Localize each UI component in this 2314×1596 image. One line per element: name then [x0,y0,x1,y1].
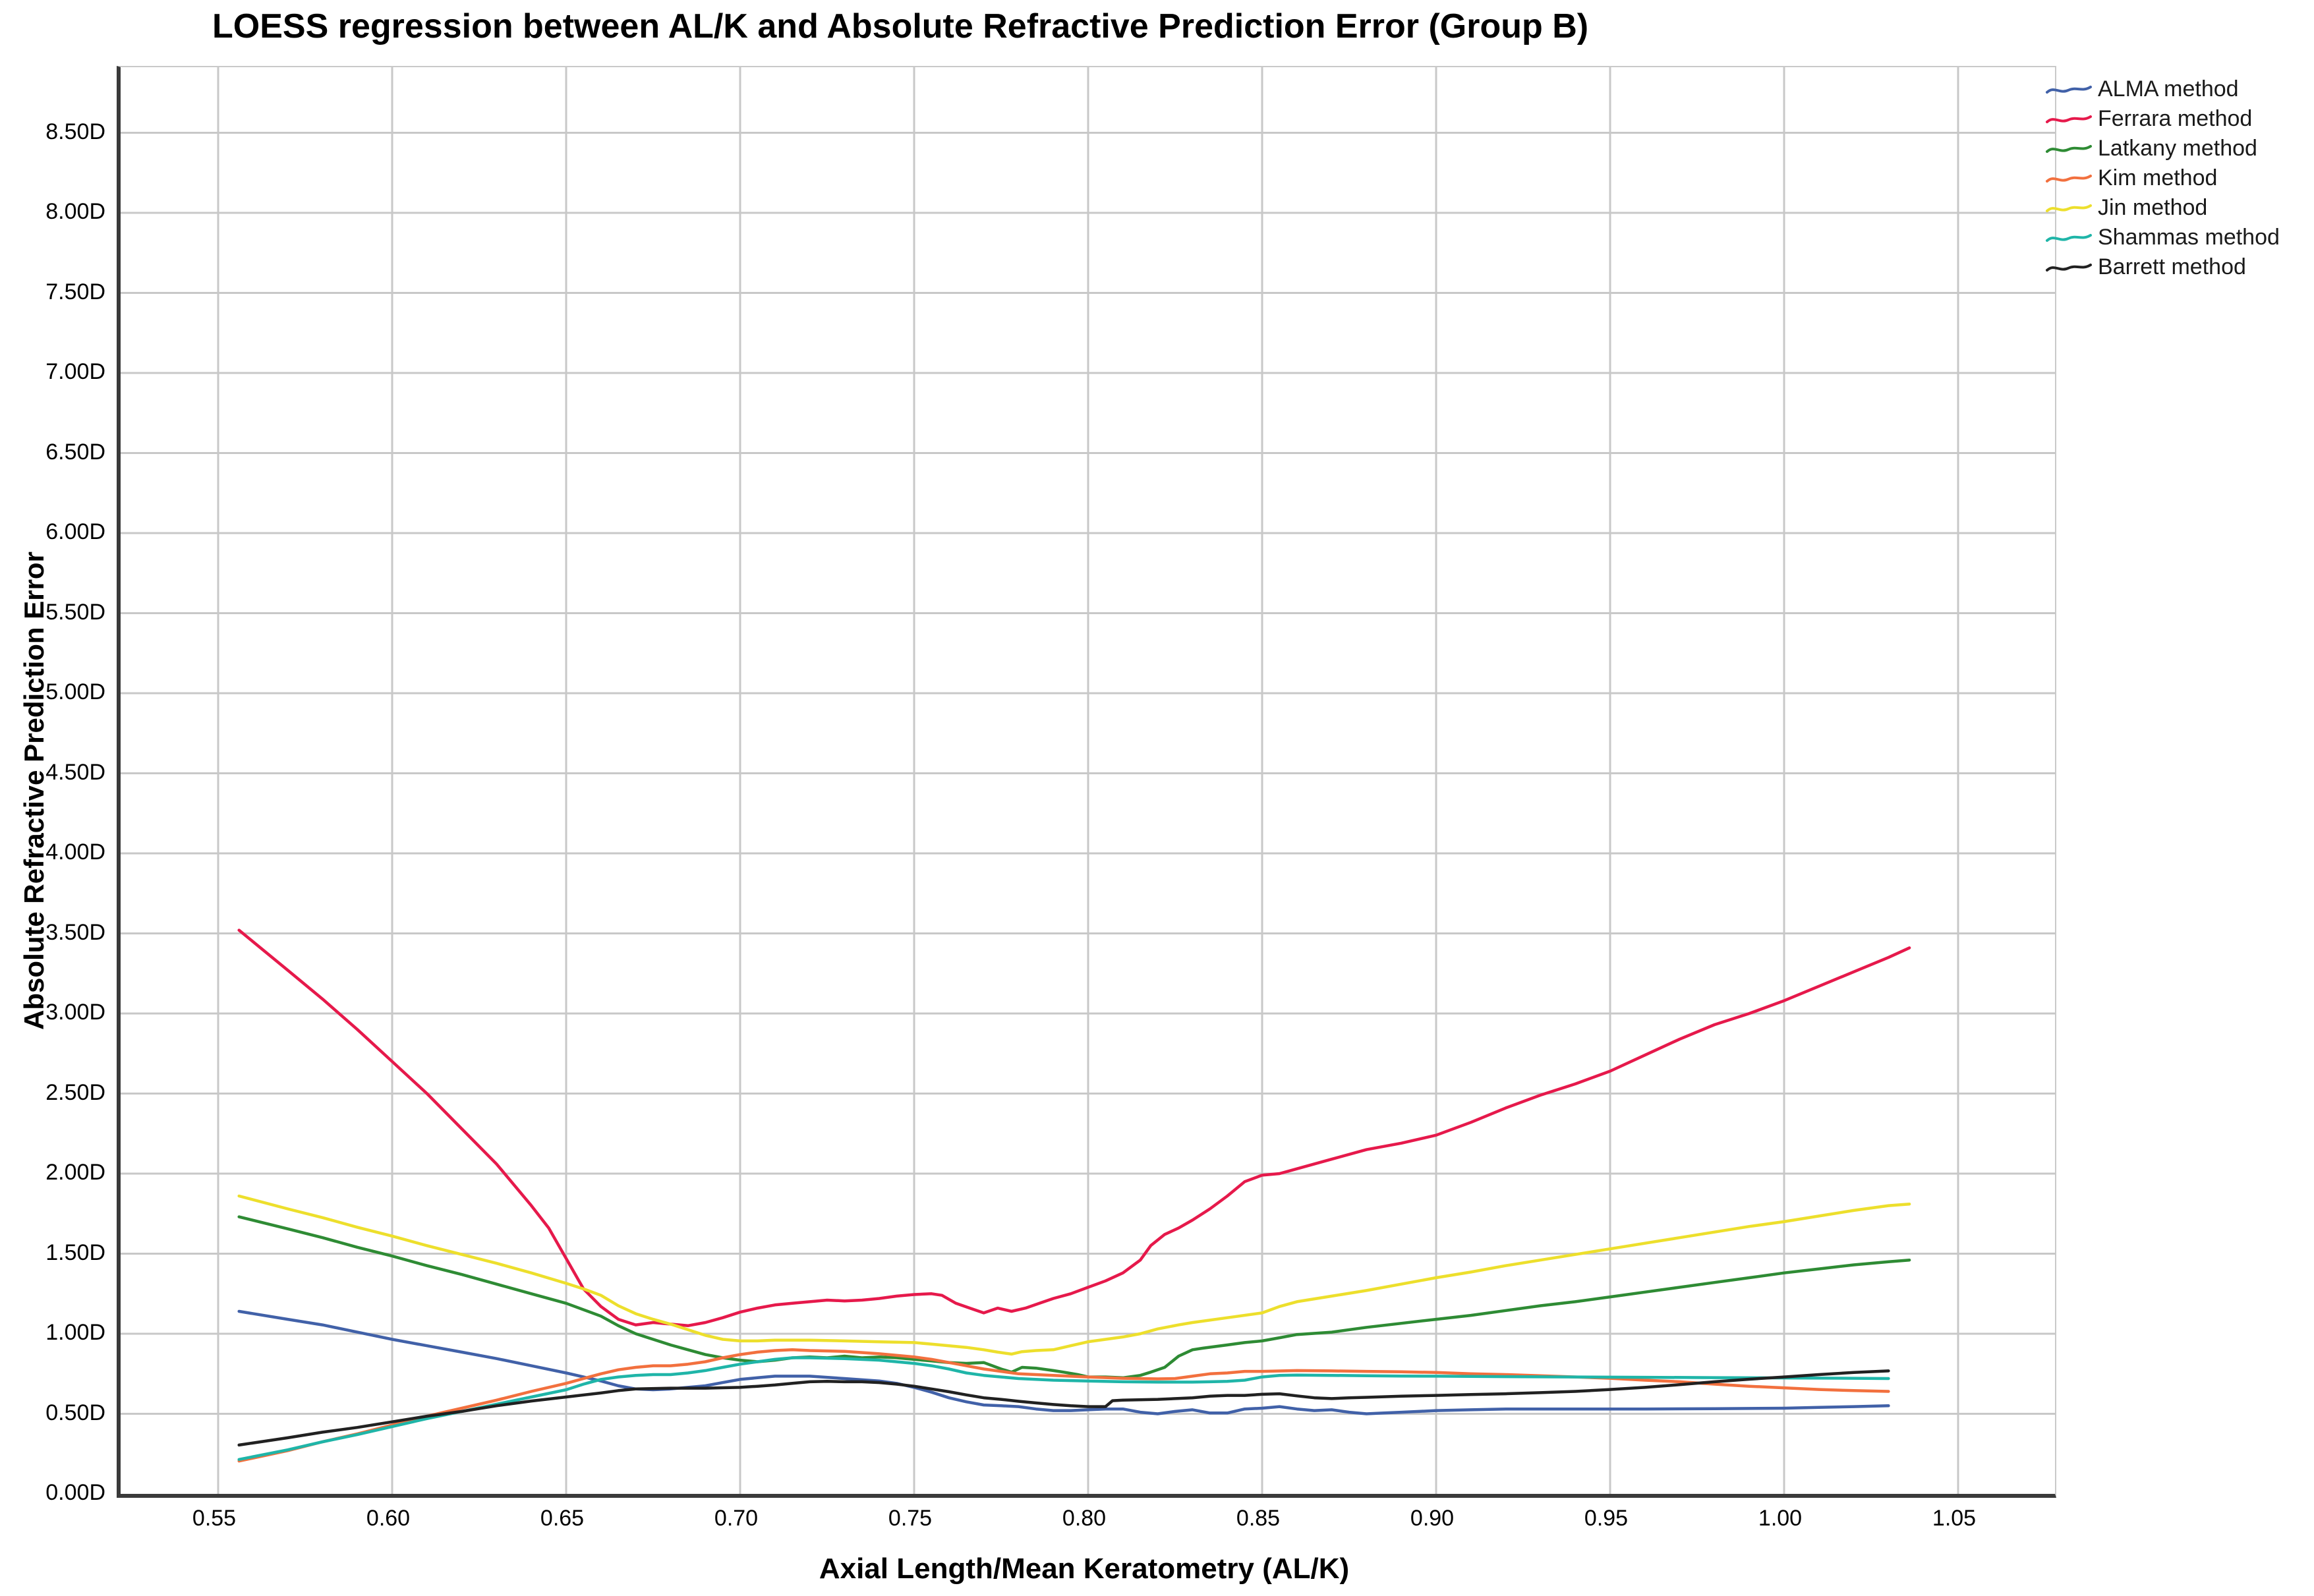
loess-curves-plot [121,67,2055,1494]
legend-label: Ferrara method [2098,105,2253,131]
legend-line-swatch-icon [2046,144,2092,153]
legend: ALMA method Ferrara method Latkany method K… [2045,74,2280,281]
y-tick-label: 1.50D [45,1240,105,1265]
legend-label: ALMA method [2098,76,2239,101]
series-line-jin [237,1194,1911,1356]
y-tick-label: 0.00D [45,1480,105,1505]
legend-label: Shammas method [2098,224,2280,250]
legend-label: Barrett method [2098,254,2246,279]
x-tick-label: 1.00 [1758,1506,1803,1531]
plot-area [117,66,2056,1498]
y-tick-label: 8.50D [45,119,105,144]
legend-line-swatch-icon [2046,115,2092,123]
legend-item: Ferrara method [2045,103,2280,133]
x-tick-label: 0.60 [366,1506,411,1531]
y-tick-label: 4.50D [45,759,105,785]
x-tick-label: 0.95 [1584,1506,1629,1531]
x-tick-label: 0.85 [1236,1506,1281,1531]
x-tick-label: 0.65 [540,1506,585,1531]
legend-line-swatch-icon [2046,174,2092,183]
x-axis-title: Axial Length/Mean Keratometry (AL/K) [819,1553,1350,1585]
x-tick-label: 0.70 [714,1506,759,1531]
legend-item: Latkany method [2045,133,2280,163]
legend-line-swatch-icon [2046,233,2092,242]
series-line-shammas [237,1356,1890,1462]
x-tick-label: 0.55 [192,1506,237,1531]
legend-label: Kim method [2098,165,2218,190]
y-tick-label: 8.00D [45,199,105,224]
y-tick-label: 6.00D [45,519,105,544]
legend-label: Jin method [2098,194,2208,220]
y-tick-label: 2.00D [45,1160,105,1185]
y-tick-label: 5.50D [45,599,105,625]
series-line-latkany [237,1215,1911,1380]
legend-line-swatch-icon [2046,263,2092,271]
legend-line-swatch-icon [2046,85,2092,94]
legend-item: Shammas method [2045,222,2280,252]
y-tick-label: 6.50D [45,439,105,465]
y-tick-label: 0.50D [45,1400,105,1425]
y-tick-label: 7.50D [45,279,105,304]
x-tick-label: 0.75 [888,1506,933,1531]
legend-item: Kim method [2045,163,2280,192]
x-tick-label: 0.90 [1410,1506,1455,1531]
y-tick-label: 1.00D [45,1320,105,1345]
y-tick-label: 4.00D [45,840,105,865]
series-line-barrett [237,1369,1890,1447]
legend-line-swatch-icon [2046,204,2092,212]
y-tick-label: 5.00D [45,679,105,704]
chart-title: LOESS regression between AL/K and Absolu… [212,7,1589,45]
series-line-ferrara [237,928,1911,1328]
legend-item: ALMA method [2045,74,2280,103]
x-tick-label: 1.05 [1932,1506,1977,1531]
y-tick-label: 3.00D [45,1000,105,1025]
series-line-alma [237,1309,1890,1415]
y-tick-label: 2.50D [45,1079,105,1105]
legend-item: Jin method [2045,192,2280,222]
y-tick-label: 3.50D [45,919,105,945]
legend-item: Barrett method [2045,252,2280,281]
legend-label: Latkany method [2098,135,2257,161]
y-tick-label: 7.00D [45,359,105,384]
x-tick-label: 0.80 [1062,1506,1107,1531]
